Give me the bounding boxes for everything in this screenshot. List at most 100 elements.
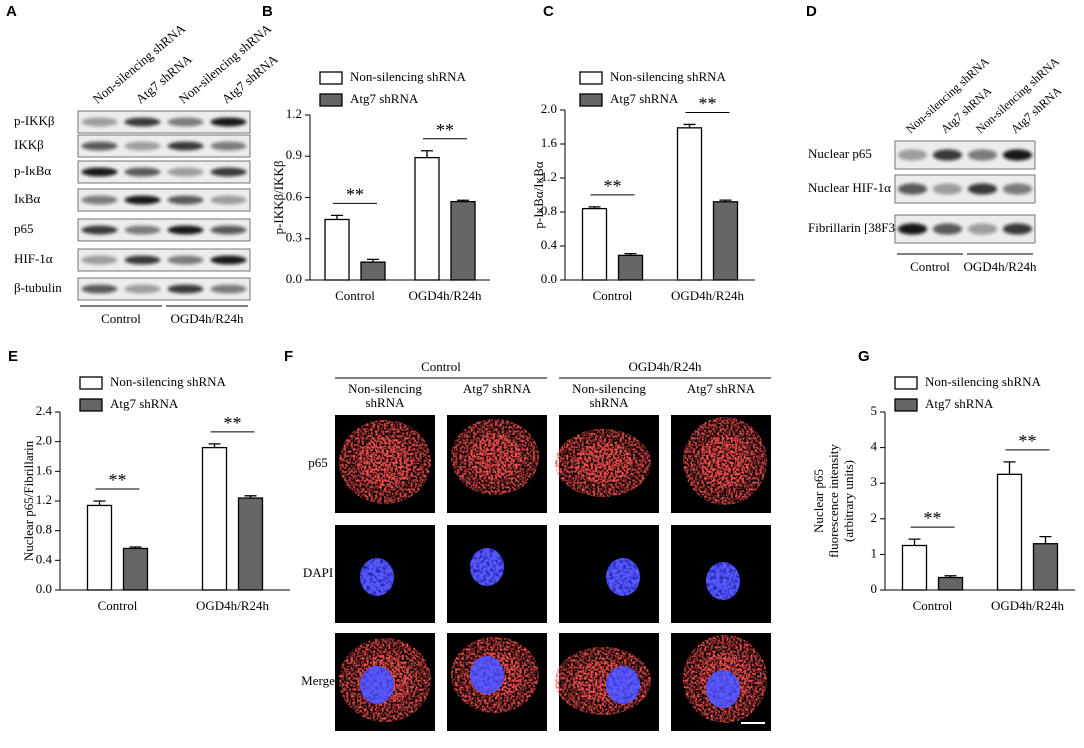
blot-band xyxy=(81,141,118,151)
blot-band xyxy=(210,195,247,205)
blot-band xyxy=(967,149,998,161)
legend-swatch xyxy=(579,71,603,85)
blot-strip xyxy=(77,110,251,134)
nucleus-texture xyxy=(360,666,394,704)
y-tick-label: 0.4 xyxy=(541,237,558,252)
bar xyxy=(901,544,928,591)
blot-band xyxy=(1002,149,1033,161)
y-tick-label: 0.0 xyxy=(36,581,52,596)
legend-swatch xyxy=(79,398,103,412)
blot-band xyxy=(932,149,963,161)
row-label: Fibrillarin [38F3] xyxy=(808,220,899,235)
blot-band xyxy=(81,225,118,235)
bar xyxy=(122,547,149,591)
column-label: Atg7 shRNA xyxy=(463,381,532,396)
column-label: shRNA xyxy=(365,395,405,410)
y-tick-label: 2.0 xyxy=(36,433,52,448)
blot-band xyxy=(167,167,204,177)
legend-label: Non-silencing shRNA xyxy=(110,374,227,389)
p65-stain xyxy=(574,442,632,484)
bar xyxy=(360,261,386,281)
bar xyxy=(86,504,113,591)
error-bar xyxy=(1003,461,1016,475)
x-tick-label: Control xyxy=(335,288,375,303)
legend-label: Atg7 shRNA xyxy=(610,91,679,106)
blot-strip xyxy=(77,218,251,242)
row-label: IKKβ xyxy=(14,137,44,152)
p65-stain xyxy=(357,436,413,488)
blot-band xyxy=(210,117,247,127)
y-axis-label: Nuclear p65/Fibrillarin xyxy=(21,440,36,561)
x-tick-label: OGD4h/R24h xyxy=(671,288,744,303)
blot-strip xyxy=(77,160,251,184)
group-label: OGD4h/R24h xyxy=(964,259,1037,274)
y-tick-label: 1.6 xyxy=(541,135,558,150)
micrograph xyxy=(335,415,435,513)
blot-band xyxy=(967,223,998,235)
significance-label: ** xyxy=(604,176,622,196)
bar xyxy=(712,201,739,281)
blot-band xyxy=(932,223,963,235)
bar xyxy=(1032,543,1059,591)
blot-band xyxy=(167,195,204,205)
legend-label: Non-silencing shRNA xyxy=(350,69,467,84)
error-bar xyxy=(1039,535,1052,544)
nucleus-texture xyxy=(470,656,504,694)
y-tick-label: 0.8 xyxy=(36,522,52,537)
error-bar xyxy=(331,214,343,220)
blot-band xyxy=(124,117,161,127)
x-tick-label: OGD4h/R24h xyxy=(409,288,482,303)
bar xyxy=(450,200,476,281)
p65-stain xyxy=(699,434,751,488)
blot-band xyxy=(210,225,247,235)
group-label: Control xyxy=(910,259,950,274)
blot-band xyxy=(1002,183,1033,195)
row-label: Nuclear p65 xyxy=(808,146,872,161)
row-label: p65 xyxy=(14,221,34,236)
panel-letter: G xyxy=(858,348,870,365)
blot-band xyxy=(81,117,118,127)
legend-label: Non-silencing shRNA xyxy=(925,374,1042,389)
bar xyxy=(237,497,264,591)
error-bar xyxy=(683,123,696,128)
legend-label: Atg7 shRNA xyxy=(350,91,419,106)
y-tick-label: 0.4 xyxy=(36,551,53,566)
x-tick-label: OGD4h/R24h xyxy=(991,598,1064,613)
y-tick-label: 1.2 xyxy=(541,169,557,184)
micrograph xyxy=(555,415,659,513)
y-axis-label: fluorescence intensity xyxy=(826,444,841,558)
error-bar xyxy=(367,258,379,263)
bar xyxy=(937,576,964,591)
y-axis-label: (arbitrary units) xyxy=(841,460,856,542)
row-label: IκBα xyxy=(14,191,41,206)
y-tick-label: 3 xyxy=(871,474,878,489)
blot-band xyxy=(124,225,161,235)
micrograph xyxy=(335,525,435,623)
legend-label: Atg7 shRNA xyxy=(925,396,994,411)
y-tick-label: 0.0 xyxy=(541,271,557,286)
legend-swatch xyxy=(894,398,918,412)
blot-strip xyxy=(77,188,251,212)
y-tick-label: 0.9 xyxy=(286,147,302,162)
bar xyxy=(676,127,703,281)
legend-swatch xyxy=(319,93,343,107)
micrograph xyxy=(335,633,435,731)
column-label: Non-silencing xyxy=(348,381,422,396)
nucleus-texture xyxy=(706,670,740,708)
blot-band xyxy=(967,183,998,195)
blot-strip xyxy=(77,134,251,158)
blot-band xyxy=(167,284,204,294)
error-bar xyxy=(719,199,732,202)
blot-band xyxy=(210,141,247,151)
blot-band xyxy=(897,223,928,235)
y-tick-label: 2.0 xyxy=(541,101,557,116)
micrograph xyxy=(447,633,547,731)
row-label: β-tubulin xyxy=(14,280,62,295)
blot-band xyxy=(932,183,963,195)
column-label: Non-silencing xyxy=(572,381,646,396)
nucleus-texture xyxy=(606,666,640,704)
significance-label: ** xyxy=(924,508,942,528)
error-bar xyxy=(588,206,601,209)
panel-letter: E xyxy=(8,348,18,365)
y-tick-label: 0.0 xyxy=(286,271,302,286)
